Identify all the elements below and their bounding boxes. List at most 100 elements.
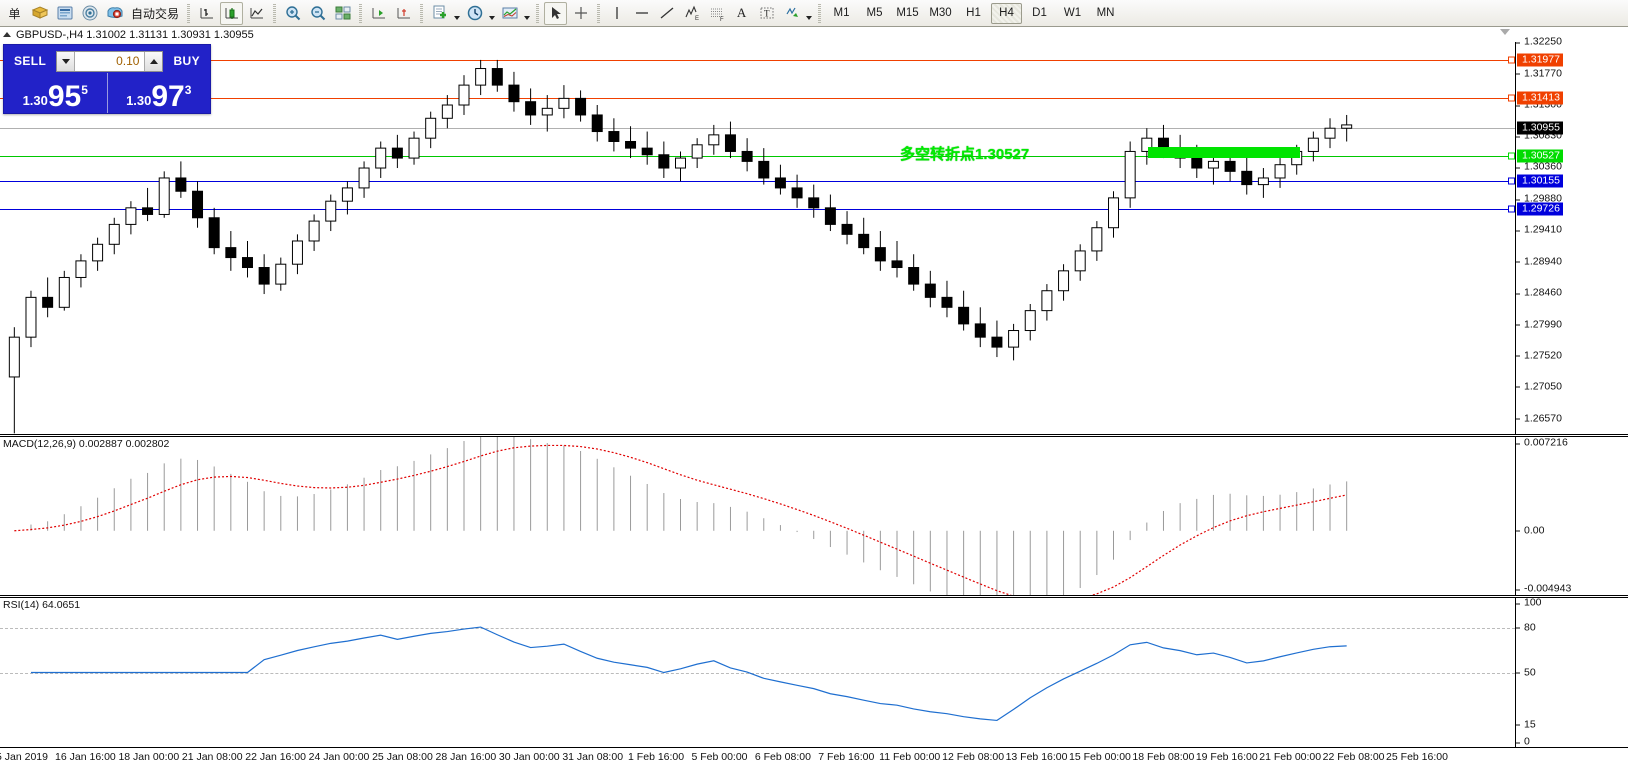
vertical-line-icon[interactable] [605, 2, 628, 25]
price-level-line[interactable] [0, 127, 1515, 129]
volume-input[interactable]: 0.10 [116, 54, 140, 68]
elliott-wave-icon[interactable]: E [680, 2, 703, 25]
price-pane[interactable]: 多空转折点1.30527 1.32250 1.31770 1.31300 1.3083… [0, 36, 1628, 434]
time-tick: 1 Feb 16:00 [628, 751, 685, 763]
period-clock-icon[interactable] [463, 2, 486, 25]
volume-decrease-button[interactable] [57, 51, 76, 71]
sell-price[interactable]: 1.30 95 5 [4, 73, 108, 113]
cursor-arrow-icon[interactable] [544, 1, 568, 25]
timeframe-mn[interactable]: MN [1096, 7, 1115, 19]
symbol-info-text: GBPUSD-,H4 1.31002 1.31131 1.30931 1.309… [16, 28, 254, 41]
trendline-icon[interactable] [655, 2, 678, 25]
toolbar-separator-7 [818, 3, 822, 23]
timeframe-m1[interactable]: M1 [833, 7, 850, 19]
price-level-label[interactable]: 1.31413 [1517, 91, 1563, 105]
time-tick: 25 Jan 08:00 [372, 751, 433, 763]
chart-panes: 多空转折点1.30527 1.32250 1.31770 1.31300 1.3083… [0, 36, 1628, 747]
shapes-dropdown-arrow[interactable] [804, 3, 814, 24]
buy-button[interactable]: BUY [168, 52, 205, 70]
auto-trading-label[interactable]: 自动交易 [131, 6, 180, 21]
crosshair-icon[interactable] [569, 2, 592, 25]
one-click-trading-panel[interactable]: SELL 0.10 BUY 1.30 95 5 1.30 97 3 [3, 44, 211, 114]
chart-highlight-box[interactable] [1148, 147, 1300, 159]
time-tick: 16 Jan 16:00 [55, 751, 116, 763]
tile-windows-icon[interactable] [331, 2, 354, 25]
time-tick: 18 Feb 08:00 [1132, 751, 1195, 763]
macd-tick: 0.007216 [1516, 437, 1568, 449]
price-level-handle[interactable] [1508, 152, 1515, 160]
horizontal-line-icon[interactable] [630, 2, 653, 25]
zoom-in-icon[interactable] [281, 2, 304, 25]
candlestick-series [8, 59, 1353, 434]
time-tick: 18 Jan 00:00 [118, 751, 180, 763]
time-tick: 5 Feb 00:00 [691, 751, 748, 763]
expert-advisor-icon[interactable] [103, 2, 126, 25]
buy-price-prefix: 1.30 [126, 93, 152, 108]
market-watch-icon[interactable] [28, 2, 51, 25]
volume-increase-button[interactable] [144, 51, 163, 71]
rsi-pane[interactable]: RSI(14) 64.0651 100 80 50 15 0 [0, 597, 1628, 747]
timeframe-d1[interactable]: D1 [1032, 7, 1047, 19]
indicators-icon[interactable] [498, 2, 521, 25]
macd-axis[interactable]: 0.007216 0.00 -0.004943 [1515, 437, 1628, 595]
timeframe-w1[interactable]: W1 [1063, 7, 1082, 19]
price-level-line[interactable] [0, 97, 1515, 99]
price-level-label[interactable]: 1.30155 [1517, 174, 1563, 188]
candlestick-chart-icon[interactable] [220, 1, 244, 25]
time-axis[interactable]: 5 Jan 2019 16 Jan 16:00 18 Jan 00:00 21 Jan… [0, 747, 1628, 772]
navigator-icon[interactable] [78, 2, 101, 25]
rsi-plot-area[interactable] [0, 598, 1515, 747]
macd-pane[interactable]: MACD(12,26,9) 0.002887 0.002802 0.007216… [0, 437, 1628, 595]
sell-button[interactable]: SELL [9, 52, 52, 70]
chart-window: GBPUSD-,H4 1.31002 1.31131 1.30931 1.309… [0, 27, 1628, 772]
timeframe-m5[interactable]: M5 [866, 7, 883, 19]
chart-collapse-icon[interactable] [3, 32, 11, 37]
rsi-level-line [0, 627, 1515, 629]
text-box-icon[interactable]: T [755, 2, 778, 25]
macd-plot-area[interactable] [0, 437, 1515, 595]
toolbar-separator-6 [597, 3, 601, 23]
price-level-handle[interactable] [1508, 177, 1515, 185]
price-level-handle[interactable] [1508, 94, 1515, 102]
price-plot-area[interactable]: 多空转折点1.30527 [0, 42, 1515, 434]
period-dropdown-arrow[interactable] [487, 3, 497, 24]
zoom-out-icon[interactable] [306, 2, 329, 25]
chevron-up-icon [149, 58, 158, 64]
price-level-handle[interactable] [1508, 56, 1515, 64]
auto-scroll-icon[interactable] [367, 2, 390, 25]
volume-stepper[interactable]: 0.10 [56, 50, 164, 72]
timeframe-m30[interactable]: M30 [929, 7, 952, 19]
text-label-icon[interactable]: A [730, 2, 753, 25]
toolbar-separator-2 [273, 3, 277, 23]
chart-shift-icon[interactable] [392, 2, 415, 25]
macd-label: MACD(12,26,9) 0.002887 0.002802 [3, 438, 170, 450]
line-chart-icon[interactable] [245, 2, 268, 25]
templates-dropdown-arrow[interactable] [452, 3, 462, 24]
chart-annotation-text[interactable]: 多空转折点1.30527 [900, 146, 1030, 164]
price-level-label[interactable]: 1.29726 [1517, 202, 1563, 216]
new-order-icon[interactable]: 单 [3, 2, 26, 25]
price-level-label[interactable]: 1.30955 [1517, 121, 1563, 135]
price-level-line[interactable] [0, 60, 1515, 62]
price-level-line[interactable] [0, 209, 1515, 211]
price-level-line[interactable] [0, 180, 1515, 182]
price-axis[interactable]: 1.32250 1.31770 1.31300 1.30830 1.30360 1.298… [1515, 36, 1628, 434]
shapes-icon[interactable] [780, 2, 803, 25]
price-level-handle[interactable] [1508, 205, 1515, 213]
price-tick: 1.28460 [1516, 287, 1562, 299]
templates-icon[interactable] [428, 2, 451, 25]
timeframe-h1[interactable]: H1 [966, 7, 981, 19]
price-level-label[interactable]: 1.31977 [1517, 53, 1563, 67]
buy-price[interactable]: 1.30 97 3 [108, 73, 211, 113]
time-tick: 6 Feb 08:00 [754, 751, 811, 763]
rsi-axis[interactable]: 100 80 50 15 0 [1515, 597, 1628, 747]
price-tick: 1.27520 [1516, 350, 1562, 361]
fibonacci-icon[interactable]: F [705, 2, 728, 25]
price-level-line[interactable] [0, 156, 1515, 158]
data-window-icon[interactable] [53, 2, 76, 25]
indicators-dropdown-arrow[interactable] [522, 3, 532, 24]
timeframe-m15[interactable]: M15 [896, 7, 919, 19]
price-level-label[interactable]: 1.30527 [1517, 149, 1563, 163]
timeframe-h4[interactable]: H4 [991, 2, 1023, 24]
bar-chart-icon[interactable] [195, 2, 218, 25]
